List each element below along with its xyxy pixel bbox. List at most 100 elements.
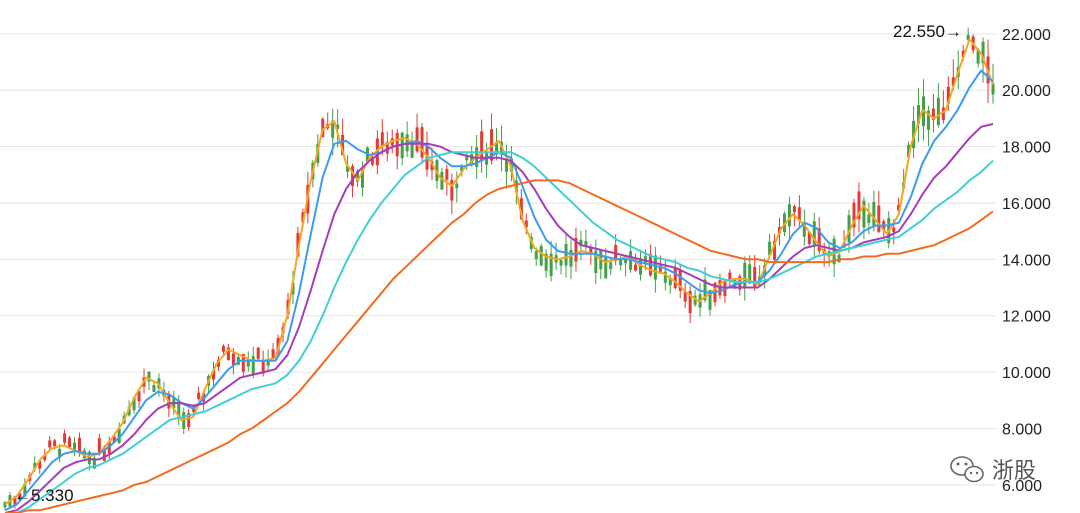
candle-body (137, 391, 141, 402)
candle-body (73, 442, 77, 451)
candle-body (509, 158, 513, 172)
candle-body (624, 258, 628, 264)
y-tick-label: 18.000 (1002, 140, 1051, 157)
moving-average-line (5, 151, 994, 513)
candle-body (728, 272, 732, 282)
candle-body (97, 438, 101, 453)
candle-body (961, 50, 965, 58)
candle-body (638, 258, 642, 275)
candle-body (544, 253, 548, 271)
high-price-annotation: 22.550→ (893, 22, 962, 41)
candle-body (296, 232, 300, 257)
candle-body (733, 279, 737, 287)
candle-body (857, 191, 861, 220)
candle-body (177, 400, 181, 418)
candle-body (792, 206, 796, 213)
candle-body (246, 358, 250, 367)
candle-body (703, 279, 707, 301)
candle-body (38, 461, 42, 469)
candle-body (341, 134, 345, 156)
candle-body (787, 204, 791, 227)
candle-body (862, 200, 866, 228)
candle-body (753, 267, 757, 287)
candle-body (415, 127, 419, 152)
candle-body (926, 110, 930, 130)
candle-body (867, 214, 871, 223)
candle-body (559, 259, 563, 266)
candle-body (147, 371, 151, 382)
candle-body (931, 108, 935, 120)
candle-body (187, 412, 191, 428)
candle-body (33, 462, 37, 469)
candle-body (58, 448, 62, 458)
candle-body (301, 212, 305, 223)
y-tick-label: 12.000 (1002, 309, 1051, 326)
candle-body (981, 41, 985, 63)
grid-lines (0, 33, 996, 486)
candle-body (584, 241, 588, 247)
candle-body (231, 353, 235, 366)
watermark: 浙股 (950, 456, 1036, 484)
y-tick-label: 14.000 (1002, 252, 1051, 269)
candle-body (892, 227, 896, 233)
candle-body (102, 446, 106, 461)
candle-body (360, 170, 364, 188)
candle-body (241, 354, 245, 372)
moving-average-lines (4, 38, 994, 513)
candle-body (465, 155, 469, 161)
candle-body (773, 241, 777, 260)
candle-body (991, 83, 995, 95)
candle-body (430, 161, 434, 171)
candle-body (936, 97, 940, 126)
candle-body (673, 268, 677, 288)
moving-average-line (4, 69, 994, 512)
candle-body (266, 358, 270, 366)
candle-body (693, 295, 697, 305)
candle-body (13, 496, 17, 506)
candle-body (23, 483, 27, 497)
candle-body (653, 255, 657, 280)
candlesticks (3, 27, 995, 510)
candle-body (321, 118, 325, 138)
candle-body (564, 243, 568, 266)
candle-body (574, 237, 578, 262)
candle-body (539, 246, 543, 266)
candle-body (470, 154, 474, 166)
candle-body (331, 121, 335, 138)
candle-body (872, 201, 876, 228)
candle-body (420, 127, 424, 158)
candle-body (18, 493, 22, 499)
candle-body (43, 455, 47, 461)
candle-body (768, 241, 772, 256)
candle-body (460, 166, 464, 172)
y-tick-label: 22.000 (1002, 27, 1051, 44)
candle-body (748, 264, 752, 284)
y-tick-label: 6.000 (1002, 478, 1042, 495)
candle-body (569, 249, 573, 267)
candle-body (3, 502, 7, 508)
candle-body (92, 458, 96, 469)
candle-body (48, 440, 52, 448)
candle-body (351, 166, 355, 187)
candle-body (966, 34, 970, 40)
candle-body (877, 205, 881, 232)
candle-body (668, 278, 672, 286)
candle-body (68, 437, 72, 448)
candle-body (197, 392, 201, 400)
candle-body (812, 221, 816, 245)
candle-body (549, 253, 553, 276)
y-tick-label: 20.000 (1002, 83, 1051, 100)
candle-body (356, 171, 360, 182)
candle-body (440, 171, 444, 190)
candle-body (495, 141, 499, 155)
candle-body (579, 239, 583, 247)
candle-body (782, 213, 786, 233)
y-tick-label: 8.000 (1002, 421, 1042, 438)
candle-body (852, 202, 856, 228)
candle-body (847, 215, 851, 243)
candle-body (256, 347, 260, 359)
candle-body (480, 131, 484, 161)
candle-body (271, 349, 275, 359)
candle-body (375, 138, 379, 166)
candle-body (688, 290, 692, 314)
